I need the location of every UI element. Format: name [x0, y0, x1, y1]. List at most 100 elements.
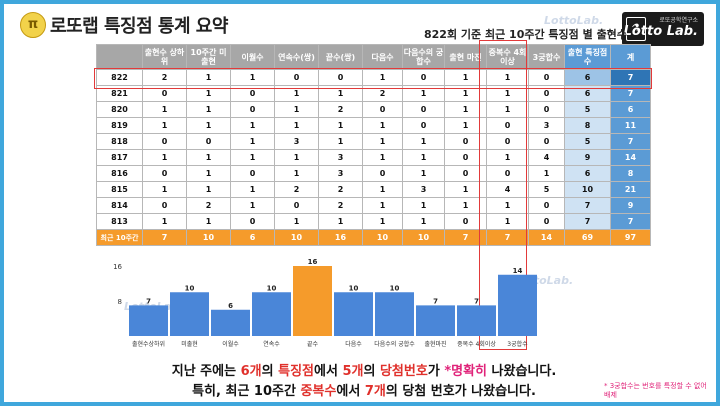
- table-cell: 14: [610, 149, 651, 166]
- message-text: 특히, 최근 10주간: [192, 384, 301, 399]
- table-cell: 1: [318, 117, 363, 134]
- table-cell: 1: [362, 133, 403, 150]
- message-text: 의 당첨 번호가 나왔습니다.: [385, 384, 536, 399]
- y-tick-label: 8: [118, 298, 122, 306]
- table-cell: 7: [564, 197, 611, 214]
- table-cell: 1: [444, 85, 487, 102]
- table-cell: 0: [362, 101, 403, 118]
- table-cell: 2: [186, 197, 231, 214]
- message-text: 5개: [342, 364, 364, 379]
- bar-value-label: 16: [308, 258, 318, 266]
- round-cell: 822: [96, 69, 143, 86]
- chart-bar: [498, 274, 537, 336]
- table-cell: 1: [142, 149, 187, 166]
- message-text: 의: [261, 364, 279, 379]
- round-cell: 816: [96, 165, 143, 182]
- column-header: 이월수: [230, 44, 275, 70]
- bar-value-label: 7: [474, 297, 479, 305]
- chart-bar: [375, 292, 414, 336]
- table-row: 815 1 1 1 2 2 1 3 1 4 5 10 21: [96, 181, 651, 198]
- table-header-row: 출현수 상하위 10주간 미출현 이월수 연속수(쌍) 끝수(쌍) 다음수 다음…: [96, 44, 651, 70]
- chart-bar: [170, 292, 209, 336]
- table-cell: 0: [142, 197, 187, 214]
- x-tick-label: 중복수 4회이상: [457, 340, 496, 348]
- table-cell: 69: [564, 229, 611, 246]
- feature-stats-table: 출현수 상하위 10주간 미출현 이월수 연속수(쌍) 끝수(쌍) 다음수 다음…: [96, 44, 651, 246]
- table-cell: 0: [318, 69, 363, 86]
- table-cell: 1: [230, 181, 275, 198]
- x-tick-label: 3궁합수: [507, 340, 528, 348]
- bar-value-label: 10: [185, 284, 195, 292]
- table-cell: 1: [186, 181, 231, 198]
- round-cell: 817: [96, 149, 143, 166]
- table-cell: 1: [230, 197, 275, 214]
- table-cell: 1: [486, 213, 529, 230]
- chart-bar: [129, 305, 168, 336]
- lab-flask-icon: ⚗: [626, 17, 646, 41]
- table-cell: 7: [444, 229, 487, 246]
- table-cell: 2: [318, 101, 363, 118]
- table-cell: 0: [142, 165, 187, 182]
- pi-logo-icon: π: [20, 12, 46, 38]
- bar-value-label: 10: [349, 284, 359, 292]
- table-cell: 1: [186, 69, 231, 86]
- table-cell: 8: [610, 165, 651, 182]
- table-cell: 1: [274, 149, 319, 166]
- table-cell: 5: [564, 133, 611, 150]
- table-cell: 2: [274, 181, 319, 198]
- table-row: 821 0 1 0 1 1 2 1 1 1 0 6 7: [96, 85, 651, 102]
- round-cell: 813: [96, 213, 143, 230]
- table-cell: 1: [230, 69, 275, 86]
- message-text: 지난 주에는: [171, 364, 241, 379]
- table-row: 816 0 1 0 1 3 0 1 0 0 1 6 8: [96, 165, 651, 182]
- table-cell: 1: [362, 149, 403, 166]
- table-cell: 1: [274, 85, 319, 102]
- table-cell: 1: [362, 117, 403, 134]
- table-cell: 6: [564, 69, 611, 86]
- table-cell: 6: [564, 165, 611, 182]
- x-tick-label: 다음수의 궁합수: [374, 340, 415, 348]
- table-cell: 1: [230, 133, 275, 150]
- round-cell: 821: [96, 85, 143, 102]
- table-cell: 7: [564, 213, 611, 230]
- table-row: 822 2 1 1 0 0 1 0 1 1 0 6 7: [96, 69, 651, 86]
- table-cell: 10: [564, 181, 611, 198]
- table-cell: 1: [362, 181, 403, 198]
- table-cell: 1: [486, 149, 529, 166]
- chart-bar: [293, 266, 332, 336]
- message-text: 중복수: [300, 384, 337, 399]
- table-cell: 1: [402, 165, 445, 182]
- bar-value-label: 14: [513, 267, 523, 275]
- table-cell: 0: [528, 197, 565, 214]
- table-row: 813 1 1 0 1 1 1 1 0 1 0 7 7: [96, 213, 651, 230]
- chart-bar: [457, 305, 496, 336]
- table-cell: 1: [402, 213, 445, 230]
- table-cell: 1: [362, 69, 403, 86]
- table-cell: 3: [528, 117, 565, 134]
- summary-message-line1: 지난 주에는 6개의 특징점에서 5개의 당첨번호가 *명확히 나왔습니다.: [4, 360, 720, 379]
- x-tick-label: 출현수상하위: [132, 340, 165, 348]
- table-cell: 2: [362, 85, 403, 102]
- table-cell: 10: [274, 229, 319, 246]
- column-header: 연속수(쌍): [274, 44, 319, 70]
- table-cell: 0: [528, 85, 565, 102]
- table-cell: 11: [610, 117, 651, 134]
- message-text: 에서: [336, 384, 365, 399]
- table-row: 820 1 1 0 1 2 0 0 1 1 0 5 6: [96, 101, 651, 118]
- table-cell: 10: [402, 229, 445, 246]
- table-cell: 2: [318, 197, 363, 214]
- table-cell: 1: [402, 197, 445, 214]
- column-header: 3궁합수: [528, 44, 565, 70]
- table-row: 814 0 2 1 0 2 1 1 1 1 0 7 9: [96, 197, 651, 214]
- message-text: 에서: [314, 364, 343, 379]
- table-cell: 1: [274, 165, 319, 182]
- table-cell: 0: [444, 213, 487, 230]
- table-cell: 0: [142, 85, 187, 102]
- table-cell: 1: [444, 69, 487, 86]
- page-title: 로또랩 특징점 통계 요약: [50, 16, 228, 37]
- table-cell: 1: [186, 213, 231, 230]
- column-header: 중복수 4회이상: [486, 44, 529, 70]
- message-text: 가: [427, 364, 445, 379]
- table-cell: 8: [564, 117, 611, 134]
